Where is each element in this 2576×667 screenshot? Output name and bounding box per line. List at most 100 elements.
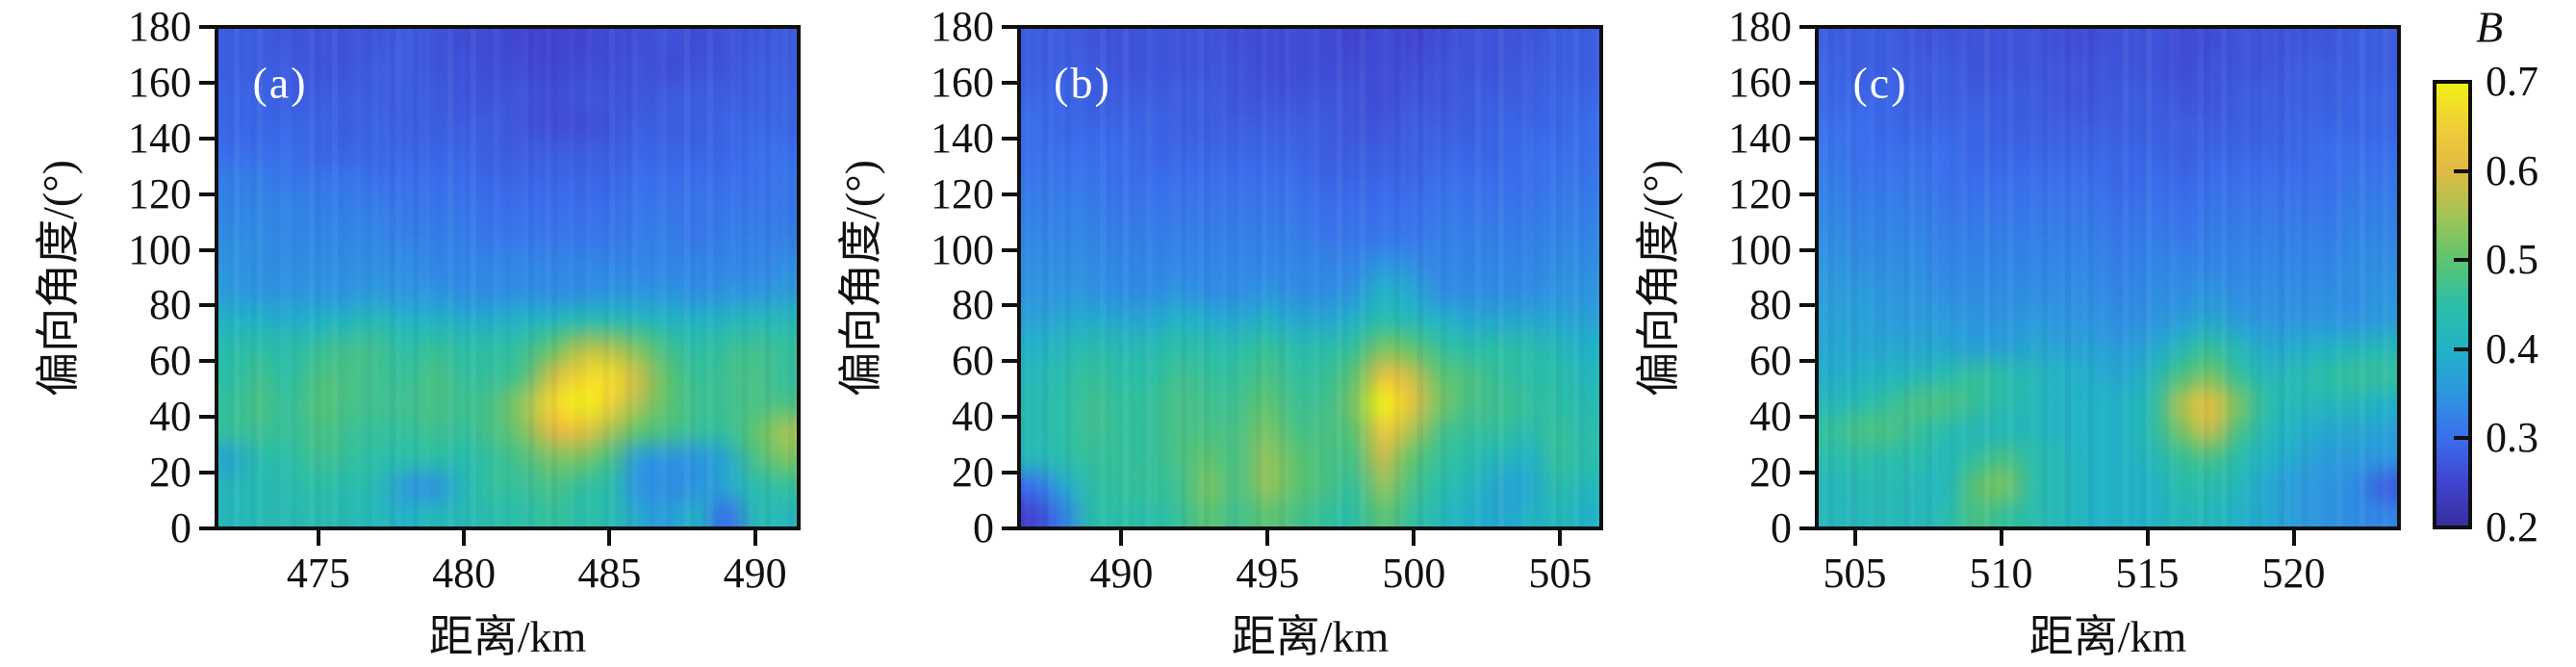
y-tick-mark [199, 359, 215, 364]
y-tick-label: 80 [149, 281, 191, 329]
y-tick-mark [199, 526, 215, 530]
y-tick-label: 160 [1728, 58, 1792, 106]
y-tick-label: 120 [128, 169, 191, 218]
y-tick-mark [1799, 25, 1815, 29]
y-tick-mark [1002, 80, 1017, 85]
colorbar-tick-label: 0.6 [2486, 146, 2538, 194]
y-tick-mark [1799, 303, 1815, 308]
x-tick-label: 475 [286, 550, 350, 597]
y-tick-label: 100 [931, 225, 994, 273]
y-tick-label: 80 [952, 281, 994, 329]
y-tick-mark [1799, 415, 1815, 420]
y-tick-mark [1002, 303, 1017, 308]
y-tick-mark [1799, 80, 1815, 85]
x-tick-mark [607, 530, 612, 546]
y-tick-mark [1002, 359, 1017, 364]
colorbar-tick-mark [2454, 168, 2468, 173]
heatmap-canvas-b [1017, 25, 1603, 530]
x-tick-label: 495 [1236, 550, 1300, 597]
x-tick-mark [1852, 530, 1857, 546]
y-tick-label: 20 [1749, 449, 1792, 497]
y-tick-label: 40 [149, 393, 191, 441]
x-tick-mark [2145, 530, 2150, 546]
colorbar-tick-mark [2454, 346, 2468, 351]
y-tick-mark [1002, 415, 1017, 420]
y-tick-label: 40 [952, 393, 994, 441]
y-tick-label: 80 [1749, 281, 1792, 329]
y-tick-label: 0 [973, 504, 994, 552]
colorbar-tick-label: 0.3 [2486, 414, 2538, 462]
y-tick-mark [1002, 25, 1017, 29]
x-tick-mark [1265, 530, 1270, 546]
x-tick-label: 510 [1969, 550, 2033, 597]
x-tick-label: 490 [723, 550, 787, 597]
colorbar-tick-label: 0.4 [2486, 324, 2538, 372]
colorbar-tick-label: 0.5 [2486, 236, 2538, 284]
y-tick-mark [1799, 192, 1815, 196]
x-tick-label: 480 [432, 550, 497, 597]
x-tick-label: 490 [1089, 550, 1154, 597]
x-tick-mark [316, 530, 320, 546]
y-tick-label: 140 [128, 114, 191, 162]
y-tick-mark [1799, 247, 1815, 252]
y-tick-mark [199, 415, 215, 420]
y-tick-label: 140 [1728, 114, 1792, 162]
x-tick-mark [1558, 530, 1563, 546]
x-tick-label: 505 [1823, 550, 1887, 597]
y-tick-mark [1002, 526, 1017, 530]
y-tick-label: 160 [128, 58, 191, 106]
panel-label-a: (a) [252, 58, 308, 108]
colorbar-label: B [2475, 2, 2504, 52]
x-axis-label-b: 距离/km [1231, 612, 1390, 661]
y-tick-label: 120 [931, 169, 994, 218]
y-tick-label: 20 [149, 449, 191, 497]
x-tick-label: 500 [1382, 550, 1446, 597]
y-tick-mark [199, 247, 215, 252]
x-tick-mark [462, 530, 467, 546]
x-tick-label: 520 [2261, 550, 2326, 597]
y-tick-mark [199, 80, 215, 85]
x-tick-mark [752, 530, 757, 546]
x-tick-label: 505 [1528, 550, 1593, 597]
y-tick-label: 100 [1728, 225, 1792, 273]
y-tick-mark [1002, 192, 1017, 196]
heatmap-canvas-c [1815, 25, 2401, 530]
y-tick-label: 180 [931, 3, 994, 50]
panel-label-c: (c) [1852, 58, 1908, 108]
y-tick-mark [199, 192, 215, 196]
x-axis-label-a: 距离/km [428, 612, 587, 661]
x-tick-mark [2291, 530, 2296, 546]
y-tick-label: 0 [170, 504, 191, 552]
y-tick-label: 100 [128, 225, 191, 273]
x-tick-mark [1119, 530, 1124, 546]
y-tick-label: 40 [1749, 393, 1792, 441]
y-tick-mark [1799, 136, 1815, 141]
y-tick-mark [199, 303, 215, 308]
y-tick-mark [1002, 247, 1017, 252]
colorbar-tick-label: 0.2 [2486, 503, 2538, 551]
y-tick-label: 180 [1728, 3, 1792, 50]
y-tick-mark [199, 471, 215, 475]
y-tick-label: 60 [952, 337, 994, 385]
y-tick-mark [1799, 359, 1815, 364]
y-tick-label: 120 [1728, 169, 1792, 218]
y-tick-mark [1002, 136, 1017, 141]
y-tick-label: 0 [1771, 504, 1792, 552]
x-tick-mark [1412, 530, 1416, 546]
y-tick-label: 60 [149, 337, 191, 385]
colorbar-tick-label: 0.7 [2486, 58, 2538, 105]
y-tick-label: 140 [931, 114, 994, 162]
heatmap-canvas-a [215, 25, 801, 530]
y-tick-label: 20 [952, 449, 994, 497]
panel-label-b: (b) [1054, 58, 1111, 108]
x-tick-mark [1999, 530, 2003, 546]
x-axis-label-c: 距离/km [2028, 612, 2187, 661]
y-tick-label: 160 [931, 58, 994, 106]
x-tick-label: 485 [577, 550, 642, 597]
x-tick-label: 515 [2115, 550, 2180, 597]
y-tick-mark [1799, 471, 1815, 475]
y-tick-label: 180 [128, 3, 191, 50]
y-tick-mark [1799, 526, 1815, 530]
y-tick-label: 60 [1749, 337, 1792, 385]
